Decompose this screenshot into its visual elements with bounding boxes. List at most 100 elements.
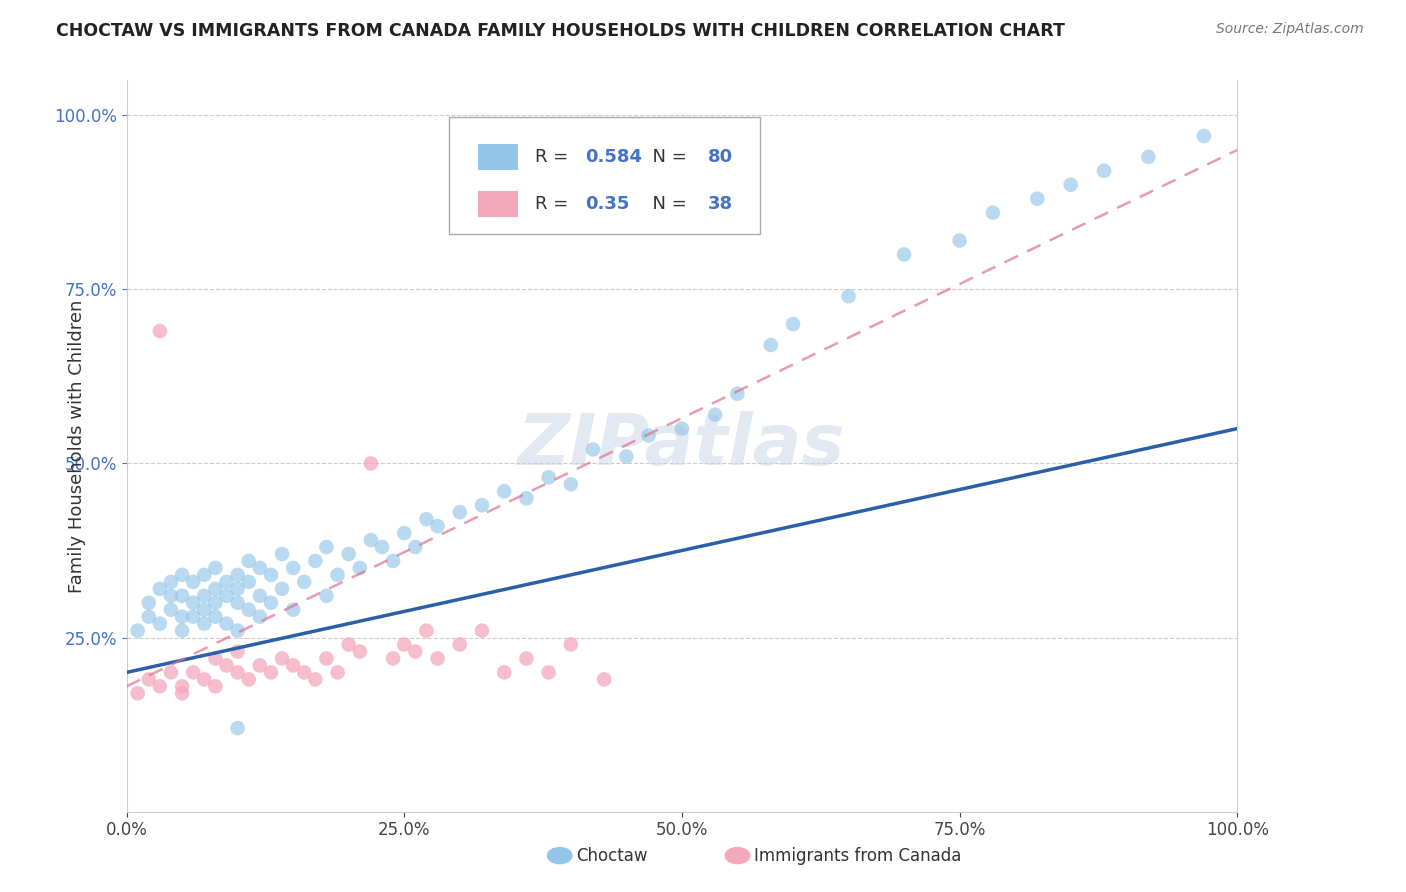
Point bbox=[537, 470, 560, 484]
Point bbox=[759, 338, 782, 352]
Point bbox=[838, 289, 860, 303]
Point bbox=[337, 638, 360, 652]
Point bbox=[449, 638, 471, 652]
Point bbox=[394, 638, 416, 652]
Point bbox=[172, 589, 194, 603]
Point bbox=[193, 603, 215, 617]
Point bbox=[149, 616, 172, 631]
Point bbox=[215, 574, 238, 589]
Point bbox=[304, 554, 326, 568]
Point bbox=[271, 547, 294, 561]
Point bbox=[238, 574, 260, 589]
Point bbox=[193, 567, 215, 582]
Point bbox=[271, 651, 294, 665]
Point bbox=[426, 519, 449, 533]
Point bbox=[337, 547, 360, 561]
Point bbox=[616, 450, 638, 464]
Point bbox=[949, 234, 972, 248]
Point bbox=[449, 505, 471, 519]
Point bbox=[704, 408, 727, 422]
Text: N =: N = bbox=[641, 148, 692, 166]
Point bbox=[226, 582, 249, 596]
Circle shape bbox=[547, 847, 572, 863]
Point bbox=[204, 582, 226, 596]
Text: 0.584: 0.584 bbox=[585, 148, 643, 166]
Point bbox=[138, 596, 160, 610]
Point bbox=[226, 665, 249, 680]
Point bbox=[981, 205, 1004, 219]
Point bbox=[181, 665, 204, 680]
Point bbox=[382, 651, 405, 665]
Point bbox=[260, 665, 283, 680]
Point bbox=[671, 421, 693, 435]
Point bbox=[138, 673, 160, 687]
Point bbox=[193, 673, 215, 687]
Point bbox=[215, 658, 238, 673]
FancyBboxPatch shape bbox=[449, 117, 759, 234]
Point bbox=[415, 624, 437, 638]
Text: R =: R = bbox=[536, 195, 574, 213]
Point bbox=[315, 651, 337, 665]
Point bbox=[149, 324, 172, 338]
Point bbox=[326, 567, 349, 582]
Point bbox=[160, 574, 183, 589]
Point bbox=[215, 616, 238, 631]
Text: 80: 80 bbox=[707, 148, 733, 166]
Point bbox=[371, 540, 394, 554]
Point bbox=[226, 721, 249, 735]
Point bbox=[1137, 150, 1160, 164]
Point bbox=[149, 582, 172, 596]
Point bbox=[238, 554, 260, 568]
Point bbox=[593, 673, 616, 687]
Text: 38: 38 bbox=[707, 195, 733, 213]
Point bbox=[292, 574, 315, 589]
Text: Choctaw: Choctaw bbox=[576, 847, 648, 864]
Point bbox=[249, 609, 271, 624]
Point bbox=[226, 596, 249, 610]
Point bbox=[494, 484, 516, 499]
Point bbox=[582, 442, 605, 457]
Text: Immigrants from Canada: Immigrants from Canada bbox=[754, 847, 962, 864]
Point bbox=[249, 561, 271, 575]
Point bbox=[292, 665, 315, 680]
Point bbox=[782, 317, 804, 331]
Point bbox=[181, 574, 204, 589]
Point bbox=[281, 603, 304, 617]
Text: R =: R = bbox=[536, 148, 574, 166]
Point bbox=[226, 644, 249, 658]
FancyBboxPatch shape bbox=[478, 144, 517, 170]
Point bbox=[181, 609, 204, 624]
Point bbox=[204, 679, 226, 693]
Point bbox=[204, 609, 226, 624]
Point bbox=[415, 512, 437, 526]
Point bbox=[172, 686, 194, 700]
Point bbox=[281, 658, 304, 673]
Point bbox=[172, 679, 194, 693]
Text: N =: N = bbox=[641, 195, 692, 213]
Point bbox=[560, 477, 582, 491]
Point bbox=[215, 589, 238, 603]
Text: ZIPatlas: ZIPatlas bbox=[519, 411, 845, 481]
Point bbox=[226, 567, 249, 582]
Point bbox=[249, 658, 271, 673]
Point bbox=[127, 624, 149, 638]
Point bbox=[160, 665, 183, 680]
Point bbox=[494, 665, 516, 680]
Point bbox=[1092, 164, 1115, 178]
Point bbox=[426, 651, 449, 665]
Text: Family Households with Children: Family Households with Children bbox=[69, 300, 86, 592]
Point bbox=[204, 561, 226, 575]
Point bbox=[304, 673, 326, 687]
Point bbox=[537, 665, 560, 680]
Point bbox=[349, 561, 371, 575]
Point bbox=[172, 567, 194, 582]
Point bbox=[249, 589, 271, 603]
Point bbox=[172, 609, 194, 624]
Point bbox=[138, 609, 160, 624]
Point bbox=[260, 596, 283, 610]
Point bbox=[238, 603, 260, 617]
Text: Source: ZipAtlas.com: Source: ZipAtlas.com bbox=[1216, 22, 1364, 37]
Point bbox=[315, 540, 337, 554]
Point bbox=[260, 567, 283, 582]
Point bbox=[471, 498, 494, 512]
